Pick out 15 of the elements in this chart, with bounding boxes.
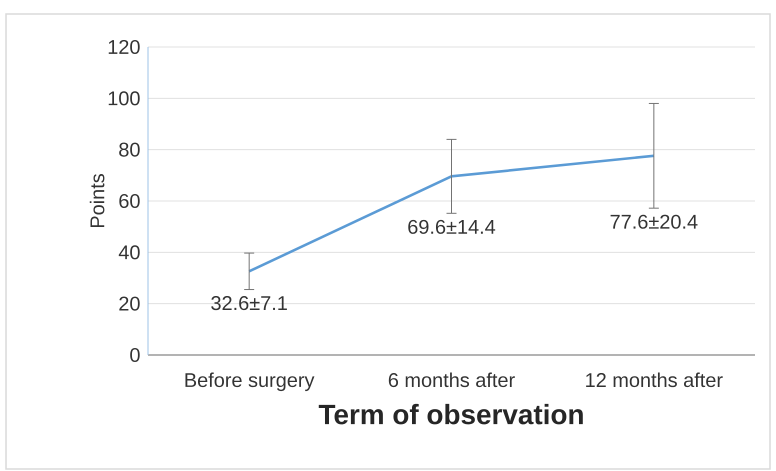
y-tick-label: 40 (118, 245, 140, 260)
y-tick-label: 80 (119, 142, 140, 157)
y-axis-title: Points (90, 174, 104, 228)
x-tick-label: 12 months after (586, 372, 723, 388)
y-tick-label: 100 (108, 91, 140, 106)
y-tick-label: 0 (130, 348, 140, 362)
y-tick-label: 20 (119, 296, 140, 311)
x-tick-label: Before surgery (185, 372, 314, 392)
x-tick-label: 6 months after (388, 372, 515, 388)
x-axis-title: Term of observation (318, 404, 583, 424)
data-label: 77.6±20.4 (610, 214, 698, 229)
data-label: 32.6±7.1 (211, 296, 287, 310)
y-tick-label: 60 (119, 194, 140, 208)
data-label: 69.6±14.4 (408, 220, 496, 234)
y-tick-label: 120 (108, 40, 140, 54)
